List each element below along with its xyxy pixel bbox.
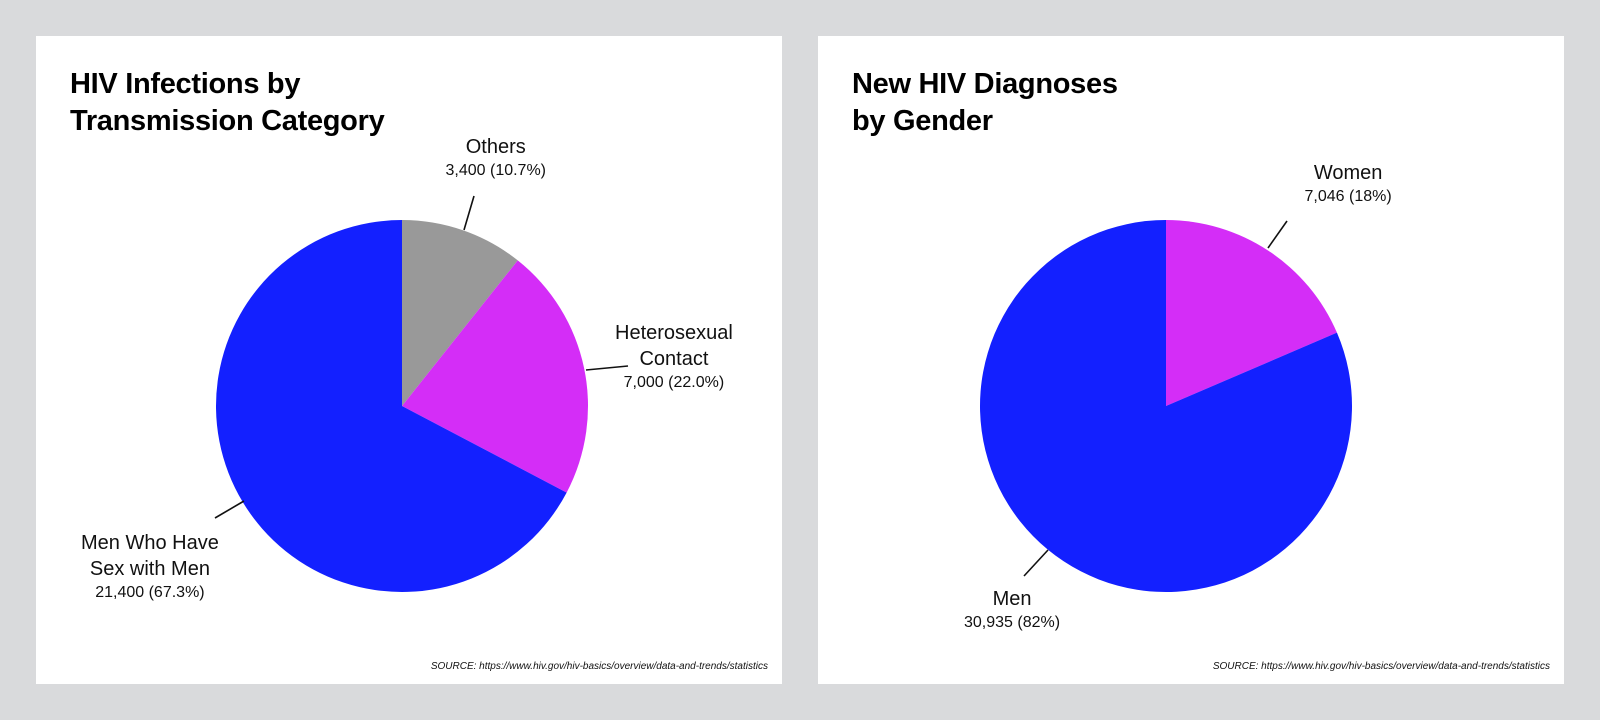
leader-line-men-who-have-sex-with-men (214, 500, 245, 519)
chart-title: New HIV Diagnoses by Gender (852, 68, 1118, 137)
slice-label-others: Others 3,400 (10.7%) (445, 136, 547, 179)
pie-slice-women (1166, 220, 1337, 406)
slice-label-women: Women 7,046 (18%) (1304, 162, 1392, 205)
source-note: SOURCE: https://www.hiv.gov/hiv-basics/o… (1212, 661, 1550, 672)
pie-chart (980, 220, 1352, 592)
slice-label-heterosexual: Heterosexual Contact 7,000 (22.0%) (615, 322, 733, 391)
slice-label-men: Men 30,935 (82%) (964, 588, 1061, 631)
pie-slice-men (980, 220, 1352, 592)
pie-slice-heterosexual-contact (402, 260, 588, 493)
source-note: SOURCE: https://www.hiv.gov/hiv-basics/o… (430, 661, 768, 672)
chart-title: HIV Infections by Transmission Category (70, 68, 385, 137)
leader-line-men (1023, 549, 1049, 577)
slice-label-msm: Men Who Have Sex with Men 21,400 (67.3%) (81, 532, 219, 601)
chart-panel-gender: New HIV Diagnoses by Gender Women 7,046 … (818, 36, 1564, 684)
pie-slice-men-who-have-sex-with-men (215, 220, 567, 592)
leader-line-others (463, 195, 475, 231)
pie-chart (214, 195, 629, 592)
chart-panel-transmission: HIV Infections by Transmission Category … (36, 36, 782, 684)
leader-line-heterosexual-contact (585, 365, 629, 371)
leader-line-women (1267, 220, 1288, 249)
pie-slice-others (402, 220, 518, 406)
